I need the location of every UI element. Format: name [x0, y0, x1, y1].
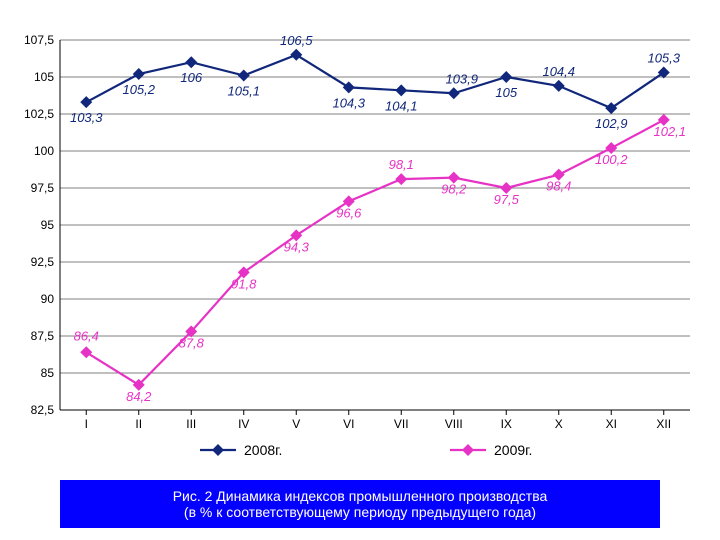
svg-text:107,5: 107,5 [24, 33, 54, 47]
svg-text:IX: IX [501, 417, 512, 431]
svg-text:106,5: 106,5 [280, 33, 313, 48]
caption-line-1: Рис. 2 Динамика индексов промышленного п… [66, 488, 654, 504]
svg-text:VII: VII [394, 417, 409, 431]
svg-text:84,2: 84,2 [126, 389, 152, 404]
svg-text:105,2: 105,2 [122, 82, 155, 97]
svg-text:III: III [186, 417, 196, 431]
svg-text:2009г.: 2009г. [494, 442, 532, 458]
svg-text:VI: VI [343, 417, 354, 431]
svg-text:102,1: 102,1 [653, 124, 686, 139]
svg-text:100: 100 [34, 144, 54, 158]
svg-text:I: I [85, 417, 88, 431]
svg-text:106: 106 [180, 70, 202, 85]
svg-text:IV: IV [238, 417, 249, 431]
svg-text:97,5: 97,5 [31, 181, 55, 195]
svg-text:90: 90 [41, 292, 55, 306]
svg-text:94,3: 94,3 [284, 239, 310, 254]
svg-text:2008г.: 2008г. [244, 442, 282, 458]
svg-text:97,5: 97,5 [494, 192, 520, 207]
svg-text:103,3: 103,3 [70, 110, 103, 125]
svg-text:105,3: 105,3 [647, 51, 680, 66]
svg-text:98,2: 98,2 [441, 182, 467, 197]
svg-text:105: 105 [495, 85, 517, 100]
svg-text:V: V [292, 417, 300, 431]
svg-text:103,9: 103,9 [445, 71, 478, 86]
svg-text:104,4: 104,4 [542, 64, 575, 79]
svg-text:91,8: 91,8 [231, 276, 257, 291]
svg-text:95: 95 [41, 218, 55, 232]
svg-text:87,8: 87,8 [179, 336, 205, 351]
chart-container: 82,58587,59092,59597,5100102,5105107,5II… [0, 0, 720, 540]
svg-text:II: II [135, 417, 142, 431]
svg-text:96,6: 96,6 [336, 205, 362, 220]
svg-text:104,1: 104,1 [385, 98, 418, 113]
svg-text:86,4: 86,4 [74, 328, 99, 343]
line-chart-svg: 82,58587,59092,59597,5100102,5105107,5II… [0, 0, 720, 540]
caption-line-2: (в % к соответствующему периоду предыдущ… [66, 504, 654, 520]
svg-text:105: 105 [34, 70, 54, 84]
svg-text:85: 85 [41, 366, 55, 380]
svg-text:XI: XI [606, 417, 617, 431]
svg-text:82,5: 82,5 [31, 403, 55, 417]
svg-text:92,5: 92,5 [31, 255, 55, 269]
svg-text:98,4: 98,4 [546, 179, 571, 194]
svg-text:102,9: 102,9 [595, 116, 628, 131]
svg-text:100,2: 100,2 [595, 152, 628, 167]
svg-text:105,1: 105,1 [227, 84, 260, 99]
svg-text:87,5: 87,5 [31, 329, 55, 343]
svg-text:104,3: 104,3 [332, 95, 365, 110]
chart-caption: Рис. 2 Динамика индексов промышленного п… [60, 480, 660, 528]
svg-text:VIII: VIII [445, 417, 463, 431]
svg-text:XII: XII [656, 417, 671, 431]
svg-text:X: X [555, 417, 563, 431]
svg-text:102,5: 102,5 [24, 107, 54, 121]
svg-text:98,1: 98,1 [389, 157, 414, 172]
